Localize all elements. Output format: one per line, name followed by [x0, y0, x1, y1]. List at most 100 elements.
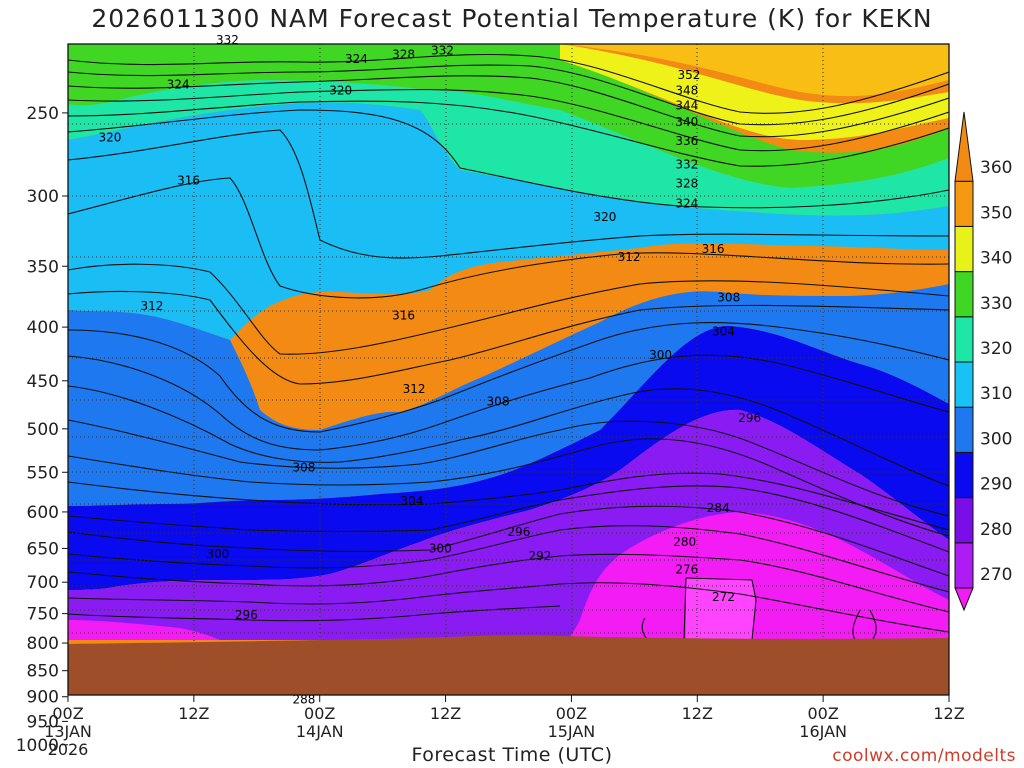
contour-label: 316 — [177, 174, 200, 188]
contour-label: 316 — [702, 242, 725, 256]
colorbar-label: 320 — [980, 339, 1012, 359]
x-tick-label: 00Z — [304, 704, 335, 723]
contour-label: 312 — [140, 299, 163, 313]
colorbar-band — [954, 451, 974, 499]
colorbar-label: 350 — [980, 203, 1012, 223]
y-tick-label: 450 — [27, 372, 59, 392]
colorbar-band — [954, 111, 974, 182]
contour-label: 320 — [594, 210, 617, 224]
colorbar-label: 270 — [980, 565, 1012, 585]
colorbar-band — [954, 587, 974, 612]
y-tick-label: 400 — [27, 318, 59, 338]
contour-label: 304 — [401, 494, 424, 508]
contour-label: 280 — [673, 535, 696, 549]
band-330-340 — [68, 44, 949, 188]
chart-title: 2026011300 NAM Forecast Potential Temper… — [91, 4, 933, 33]
contour-fill-bands — [68, 44, 949, 640]
band-270-280 — [568, 512, 949, 640]
y-tick-label: 750 — [27, 605, 59, 625]
y-tick-label: 1000 — [16, 736, 59, 756]
colorbar-band — [954, 361, 974, 408]
contour-label: 320 — [329, 83, 352, 97]
band-350-360 — [68, 44, 949, 97]
x-tick-date: 13JAN — [44, 722, 92, 741]
contour-label: 308 — [293, 460, 316, 474]
y-tick-label: 950 — [27, 712, 59, 732]
colorbar-label: 330 — [980, 294, 1012, 314]
x-tick-label: 12Z — [178, 704, 209, 723]
colorbar-band — [954, 406, 974, 453]
plot-frame — [67, 43, 950, 696]
contour-label: 308 — [717, 291, 740, 305]
contour-label: 320 — [98, 131, 121, 145]
band-300-310 — [68, 284, 949, 506]
y-tick-label: 850 — [27, 662, 59, 682]
band-270-low-left — [68, 620, 220, 640]
y-axis: 250 300 350 400 450 500 550 600 650 700 750 800 850 9… — [16, 104, 68, 756]
colorbar-band — [954, 542, 974, 589]
colorbar-label: 300 — [980, 429, 1012, 449]
contour-label: 300 — [429, 541, 452, 555]
contour-label: 352 — [677, 68, 700, 82]
x-tick-label: 00Z — [807, 704, 838, 723]
y-tick-label: 500 — [27, 420, 59, 440]
contour-lines — [68, 53, 949, 641]
x-tick-label: 12Z — [682, 704, 713, 723]
colorbar-band — [954, 225, 974, 273]
y-tick-label: 250 — [27, 104, 59, 124]
contour-label: 324 — [345, 52, 368, 66]
ground — [68, 635, 949, 695]
colorbar: 270 280 290 300 310 320 330 340 350 360 — [954, 111, 1012, 612]
band-290-300 — [68, 325, 949, 590]
contour-label: 304 — [712, 325, 735, 339]
band-310-320 — [68, 102, 949, 340]
colorbar-label: 310 — [980, 384, 1012, 404]
x-tick-date: 16JAN — [799, 722, 847, 741]
colorbar-label: 290 — [980, 475, 1012, 495]
credit-text: coolwx.com/modelts — [832, 746, 1016, 766]
contour-label: 296 — [508, 525, 531, 539]
x-tick-label: 12Z — [933, 704, 964, 723]
y-tick-label: 550 — [27, 463, 59, 483]
contour-label: 300 — [207, 547, 230, 561]
contour-label: 288 — [293, 692, 316, 706]
x-axis-label: Forecast Time (UTC) — [411, 744, 613, 766]
colorbar-band — [954, 316, 974, 363]
x-tick-date: 15JAN — [548, 722, 596, 741]
colorbar-band — [954, 271, 974, 318]
x-tick-date: 14JAN — [296, 722, 344, 741]
contour-label: 328 — [675, 177, 698, 191]
contour-label: 276 — [675, 563, 698, 577]
contour-label: 332 — [216, 33, 239, 47]
y-tick-label: 600 — [27, 503, 59, 523]
contour-label: 316 — [392, 309, 415, 323]
contour-label: 296 — [738, 411, 761, 425]
x-tick-label: 00Z — [556, 704, 587, 723]
y-tick-label: 800 — [27, 634, 59, 654]
contour-label: 344 — [675, 99, 698, 113]
contour-label: 284 — [707, 501, 730, 515]
contour-label: 332 — [431, 43, 454, 57]
x-tick-year: 2026 — [48, 740, 89, 759]
contour-label: 292 — [529, 549, 552, 563]
x-tick-label: 12Z — [430, 704, 461, 723]
y-tick-label: 900 — [27, 688, 59, 708]
y-tick-label: 300 — [27, 187, 59, 207]
colorbar-label: 360 — [980, 158, 1012, 178]
contour-label: 300 — [649, 348, 672, 362]
grid — [68, 44, 949, 695]
colorbar-band — [954, 497, 974, 544]
y-tick-label: 350 — [27, 257, 59, 277]
contour-label: 272 — [712, 590, 735, 604]
band-340-350 — [560, 44, 949, 140]
colorbar-label: 340 — [980, 249, 1012, 269]
contour-label: 336 — [675, 134, 698, 148]
y-tick-label: 650 — [27, 539, 59, 559]
x-tick-label: 00Z — [52, 704, 83, 723]
contour-label: 328 — [392, 48, 415, 62]
contour-label: 324 — [167, 78, 190, 92]
